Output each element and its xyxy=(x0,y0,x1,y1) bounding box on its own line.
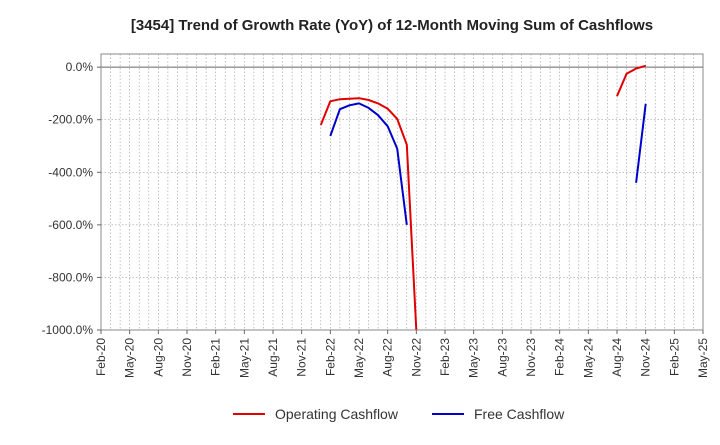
y-tick-label: 0.0% xyxy=(66,60,94,74)
legend: Operating Cashflow Free Cashflow xyxy=(233,406,565,422)
x-tick-label: May-24 xyxy=(581,338,595,378)
series-line-operating-cashflow xyxy=(616,64,646,97)
x-tick-label: Nov-23 xyxy=(524,338,538,377)
y-tick-label: -800.0% xyxy=(48,270,93,284)
x-tick-label: Nov-21 xyxy=(295,338,309,377)
x-tick-label: Nov-24 xyxy=(639,338,653,377)
x-tick-label: May-21 xyxy=(237,338,251,378)
x-tick-label: Feb-25 xyxy=(667,338,681,376)
y-axis-ticks: 0.0% -200.0% -400.0% -600.0% -800.0% -1000.0% xyxy=(42,60,101,337)
x-tick-label: May-22 xyxy=(352,338,366,378)
y-tick-label: -1000.0% xyxy=(42,323,94,337)
chart-title: [3454] Trend of Growth Rate (YoY) of 12-… xyxy=(131,17,653,34)
x-tick-label: May-25 xyxy=(696,338,710,378)
series-line-free-cashflow xyxy=(329,102,408,226)
x-axis-ticks: Feb-20 May-20 Aug-20 Nov-20 Feb-21 May-21 Aug-… xyxy=(94,330,710,378)
x-tick-label: Aug-23 xyxy=(495,338,509,377)
x-tick-label: Aug-20 xyxy=(151,338,165,377)
series-line-free-cashflow xyxy=(635,103,647,183)
x-tick-label: Feb-22 xyxy=(323,338,337,376)
series-lines xyxy=(319,64,647,331)
x-tick-label: Aug-24 xyxy=(610,338,624,377)
x-tick-label: Nov-22 xyxy=(409,338,423,377)
series-line-operating-cashflow xyxy=(319,97,418,331)
grid xyxy=(101,54,703,331)
x-tick-label: Feb-23 xyxy=(438,338,452,376)
x-tick-label: Aug-22 xyxy=(381,338,395,377)
x-tick-label: May-20 xyxy=(123,338,137,378)
legend-label: Free Cashflow xyxy=(474,406,565,422)
x-tick-label: Nov-20 xyxy=(180,338,194,377)
legend-label: Operating Cashflow xyxy=(275,406,399,422)
x-tick-label: May-23 xyxy=(467,338,481,378)
plot-area-border xyxy=(100,53,704,331)
x-tick-label: Feb-21 xyxy=(209,338,223,376)
x-tick-label: Feb-24 xyxy=(553,338,567,376)
x-tick-label: Feb-20 xyxy=(94,338,108,376)
y-tick-label: -200.0% xyxy=(48,113,93,127)
x-tick-label: Aug-21 xyxy=(266,338,280,377)
y-tick-label: -400.0% xyxy=(48,165,93,179)
y-tick-label: -600.0% xyxy=(48,218,93,232)
